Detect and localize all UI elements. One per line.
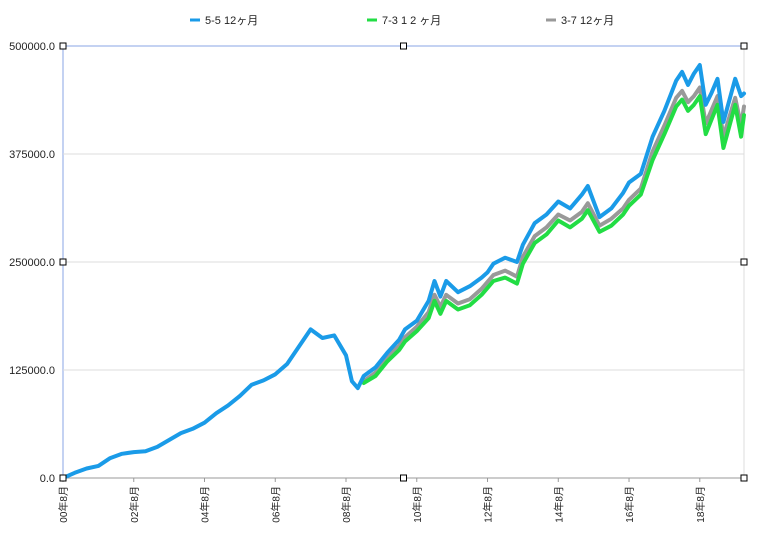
y-tick-label: 0.0 (40, 473, 55, 485)
x-tick-label: 06年8月 (269, 486, 282, 523)
y-tick-label: 125000.0 (9, 365, 55, 377)
legend-item-2: 3-7 12ヶ月 (546, 15, 614, 27)
x-axis: 00年8月 02年8月 04年8月 06年8月 08年8月 10年8月 12年8月 14年8月… (57, 478, 707, 523)
y-tick-label: 500000.0 (9, 41, 55, 53)
legend-item-0: 5-5 12ヶ月 (190, 15, 258, 27)
x-tick-label: 14年8月 (552, 486, 565, 523)
resize-handle[interactable] (400, 474, 407, 482)
resize-handle[interactable] (740, 42, 748, 50)
legend-label: 3-7 12ヶ月 (561, 15, 614, 27)
legend: 5-5 12ヶ月 7-3 1 2 ヶ月 3-7 12ヶ月 (190, 15, 614, 27)
x-tick-label: 08年8月 (340, 486, 353, 523)
series-lines (61, 63, 746, 480)
legend-label: 5-5 12ヶ月 (205, 15, 258, 27)
gridlines (62, 45, 745, 479)
y-tick-label: 375000.0 (9, 149, 55, 161)
x-tick-label: 02年8月 (128, 486, 141, 523)
resize-handle[interactable] (740, 474, 748, 482)
x-tick-label: 04年8月 (199, 486, 212, 523)
x-tick-label: 18年8月 (694, 486, 707, 523)
y-axis: 0.0 125000.0 250000.0 375000.0 500000.0 (9, 41, 55, 485)
resize-handle[interactable] (59, 42, 67, 50)
x-tick-label: 12年8月 (482, 486, 495, 523)
resize-handle[interactable] (59, 258, 67, 266)
series-line-2 (361, 85, 746, 384)
selection-handles[interactable] (59, 42, 748, 482)
x-tick-label: 16年8月 (623, 486, 636, 523)
resize-handle[interactable] (400, 42, 407, 50)
legend-label: 7-3 1 2 ヶ月 (382, 15, 441, 27)
x-tick-label: 10年8月 (411, 486, 424, 523)
y-tick-label: 250000.0 (9, 257, 55, 269)
resize-handle[interactable] (740, 258, 748, 266)
x-tick-label: 00年8月 (57, 486, 70, 523)
legend-item-1: 7-3 1 2 ヶ月 (367, 15, 441, 27)
series-line-1 (361, 94, 746, 385)
resize-handle[interactable] (59, 474, 67, 482)
series-line-0 (61, 63, 746, 480)
